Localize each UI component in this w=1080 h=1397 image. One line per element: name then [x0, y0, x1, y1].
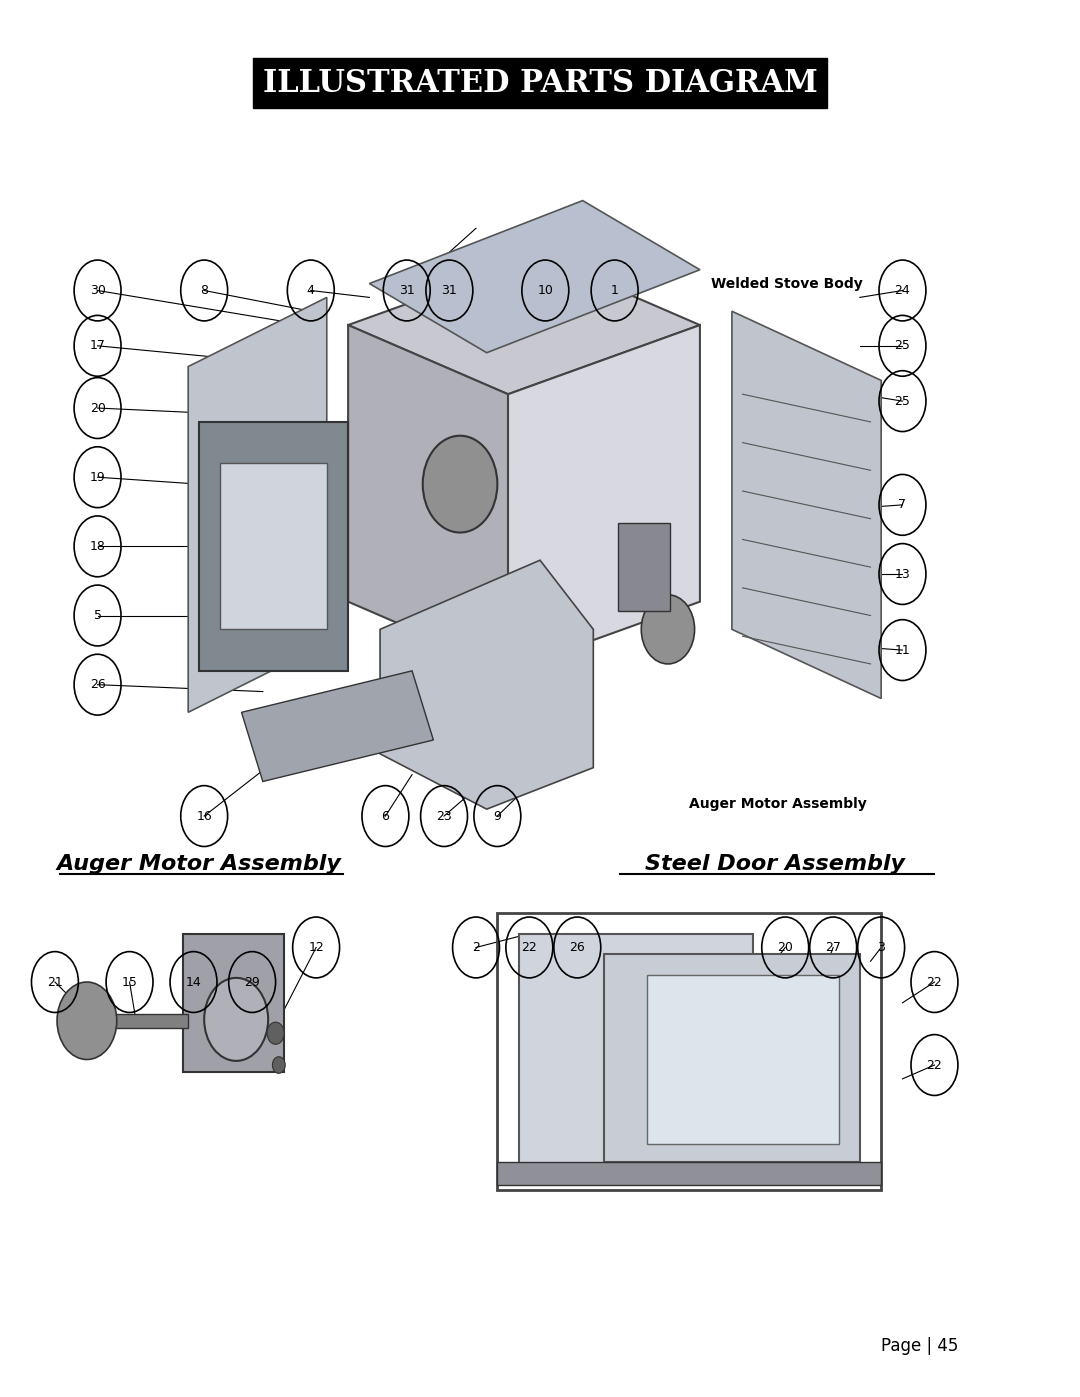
Polygon shape: [369, 201, 700, 352]
Text: 29: 29: [244, 975, 260, 989]
Text: 7: 7: [899, 499, 906, 511]
Polygon shape: [604, 954, 860, 1162]
Circle shape: [57, 982, 117, 1059]
Text: 6: 6: [381, 810, 390, 823]
Text: 11: 11: [894, 644, 910, 657]
Text: ILLUSTRATED PARTS DIAGRAM: ILLUSTRATED PARTS DIAGRAM: [262, 67, 818, 99]
Polygon shape: [103, 1014, 188, 1028]
Text: 27: 27: [825, 942, 841, 954]
Text: 22: 22: [927, 1059, 943, 1071]
Text: 21: 21: [48, 975, 63, 989]
Circle shape: [422, 436, 498, 532]
Text: 20: 20: [778, 942, 793, 954]
Text: 10: 10: [538, 284, 553, 298]
Text: 30: 30: [90, 284, 106, 298]
Polygon shape: [199, 422, 348, 671]
Text: 22: 22: [927, 975, 943, 989]
Text: 15: 15: [122, 975, 137, 989]
Polygon shape: [188, 298, 327, 712]
Text: 23: 23: [436, 810, 451, 823]
Polygon shape: [380, 560, 593, 809]
Polygon shape: [242, 671, 433, 781]
Circle shape: [267, 1023, 284, 1045]
Text: 14: 14: [186, 975, 201, 989]
Text: 19: 19: [90, 471, 106, 483]
Text: 12: 12: [308, 942, 324, 954]
Text: 20: 20: [90, 401, 106, 415]
Polygon shape: [498, 1162, 881, 1186]
Polygon shape: [348, 256, 700, 394]
Polygon shape: [508, 326, 700, 671]
Text: 4: 4: [307, 284, 314, 298]
Text: 2: 2: [472, 942, 480, 954]
Text: 16: 16: [197, 810, 212, 823]
Text: 24: 24: [894, 284, 910, 298]
Text: 13: 13: [894, 567, 910, 581]
Text: 8: 8: [200, 284, 208, 298]
Text: 25: 25: [894, 394, 910, 408]
FancyBboxPatch shape: [618, 522, 670, 612]
Text: 26: 26: [90, 678, 106, 692]
Circle shape: [642, 595, 694, 664]
Text: 17: 17: [90, 339, 106, 352]
Polygon shape: [732, 312, 881, 698]
Text: 9: 9: [494, 810, 501, 823]
Text: Steel Door Assembly: Steel Door Assembly: [645, 855, 905, 875]
Text: 18: 18: [90, 539, 106, 553]
Text: 25: 25: [894, 339, 910, 352]
Polygon shape: [220, 464, 327, 629]
Text: Page | 45: Page | 45: [881, 1337, 959, 1355]
Text: Auger Motor Assembly: Auger Motor Assembly: [56, 855, 341, 875]
Polygon shape: [348, 326, 508, 671]
FancyBboxPatch shape: [183, 933, 284, 1071]
Text: Welded Stove Body: Welded Stove Body: [711, 277, 862, 291]
Text: 31: 31: [399, 284, 415, 298]
Polygon shape: [647, 975, 838, 1144]
Circle shape: [272, 1056, 285, 1073]
Text: Auger Motor Assembly: Auger Motor Assembly: [689, 796, 867, 810]
Text: 22: 22: [522, 942, 537, 954]
Circle shape: [204, 978, 268, 1060]
Text: 5: 5: [94, 609, 102, 622]
Polygon shape: [518, 933, 753, 1169]
Text: 31: 31: [442, 284, 457, 298]
Text: 26: 26: [569, 942, 585, 954]
Text: 3: 3: [877, 942, 886, 954]
Text: 1: 1: [610, 284, 619, 298]
